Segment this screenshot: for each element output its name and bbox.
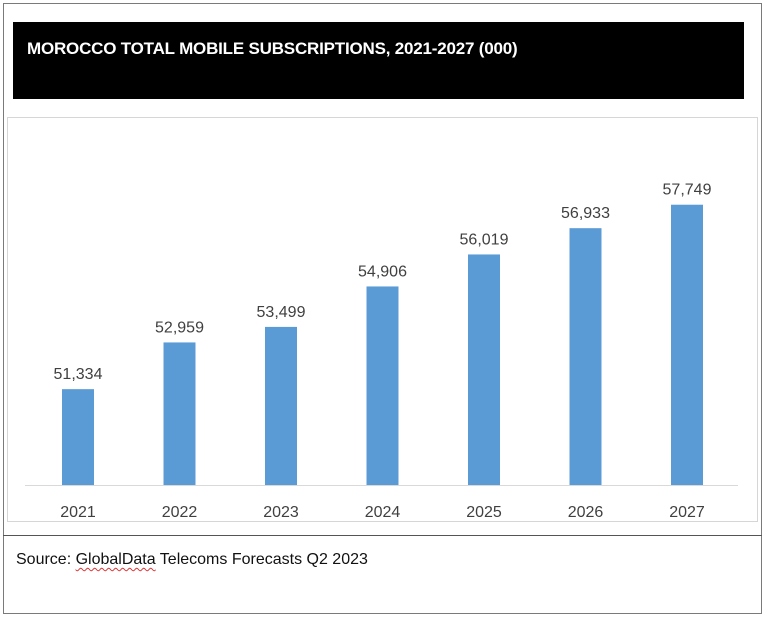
x-tick-label-2027: 2027 xyxy=(669,504,705,521)
bar-2022 xyxy=(163,342,196,485)
data-label-2021: 51,334 xyxy=(54,366,103,383)
data-label-2022: 52,959 xyxy=(155,319,204,336)
title-banner: MOROCCO TOTAL MOBILE SUBSCRIPTIONS, 2021… xyxy=(13,22,744,99)
bar-2021 xyxy=(62,389,94,485)
data-label-2027: 57,749 xyxy=(663,182,712,199)
source-note: Source: GlobalData Telecoms Forecasts Q2… xyxy=(16,551,368,569)
data-label-2023: 53,499 xyxy=(257,304,306,321)
bar-2025 xyxy=(468,254,500,485)
bar-2027 xyxy=(671,204,703,485)
bar-2023 xyxy=(265,326,297,485)
x-tick-label-2021: 2021 xyxy=(60,504,96,521)
data-label-2026: 56,933 xyxy=(561,205,610,222)
bar-2026 xyxy=(569,228,602,485)
x-tick-label-2024: 2024 xyxy=(365,504,401,521)
source-suffix: Telecoms Forecasts Q2 2023 xyxy=(155,551,368,568)
source-prefix: Source: xyxy=(16,551,76,568)
chart-area xyxy=(7,117,758,522)
figure-frame xyxy=(3,3,762,614)
data-label-2024: 54,906 xyxy=(358,263,407,280)
x-tick-label-2025: 2025 xyxy=(466,504,502,521)
source-brand: GlobalData xyxy=(75,551,156,568)
x-tick-label-2023: 2023 xyxy=(263,504,299,521)
data-label-2025: 56,019 xyxy=(460,231,509,248)
bar-2024 xyxy=(366,286,399,485)
x-tick-label-2026: 2026 xyxy=(568,504,604,521)
x-tick-label-2022: 2022 xyxy=(162,504,198,521)
separator-line xyxy=(3,535,762,536)
chart-title: MOROCCO TOTAL MOBILE SUBSCRIPTIONS, 2021… xyxy=(27,39,518,58)
